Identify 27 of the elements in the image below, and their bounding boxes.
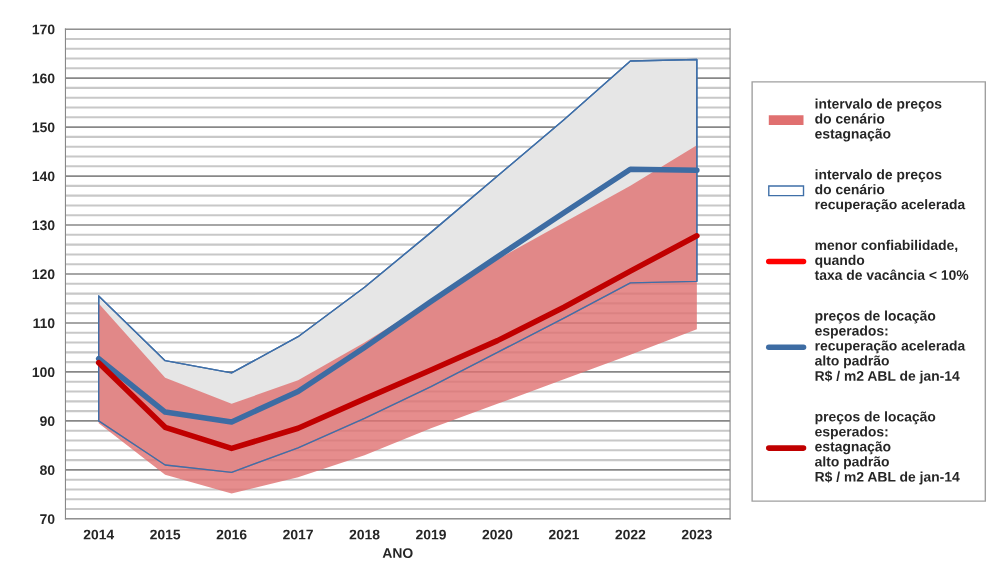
y-tick-label: 100 (32, 367, 55, 378)
x-tick-label: 2015 (150, 529, 181, 540)
y-tick-label: 160 (32, 73, 55, 84)
x-tick-label: 2022 (615, 529, 646, 540)
legend-label: intervalo de preços do cenário recuperação acelerada (815, 169, 966, 213)
y-tick-label: 150 (32, 122, 55, 133)
y-tick-label: 110 (33, 318, 55, 329)
x-tick-label: 2019 (416, 529, 446, 540)
x-tick-label: 2018 (349, 529, 380, 540)
legend-label: menor confiabilidade, quando taxa de vacância < 10% (814, 239, 969, 280)
y-tick-label: 170 (32, 24, 55, 35)
legend-label: preços de locação esperados: recuperação acelerada alto padrão R$ / m2 ABL de jan-14 (815, 310, 966, 384)
y-tick-label: 130 (32, 220, 55, 231)
x-tick-label: 2016 (216, 529, 247, 540)
y-tick-label: 80 (40, 465, 55, 476)
x-axis-title: ANO (382, 548, 413, 558)
legend-label: preços de locação esperados: estagnação alto padrão R$ / m2 ABL de jan-14 (815, 411, 960, 485)
x-tick-label: 2023 (681, 529, 712, 540)
y-tick-label: 140 (32, 171, 55, 182)
x-tick-label: 2014 (83, 529, 115, 540)
y-tick-label: 90 (40, 416, 55, 427)
y-tick-label: 120 (32, 269, 55, 280)
y-tick-label: 70 (40, 514, 55, 525)
x-tick-label: 2021 (548, 529, 579, 540)
legend-label: intervalo de preços do cenário estagnação (815, 98, 942, 142)
x-tick-label: 2017 (283, 529, 313, 540)
x-tick-label: 2020 (482, 529, 513, 540)
